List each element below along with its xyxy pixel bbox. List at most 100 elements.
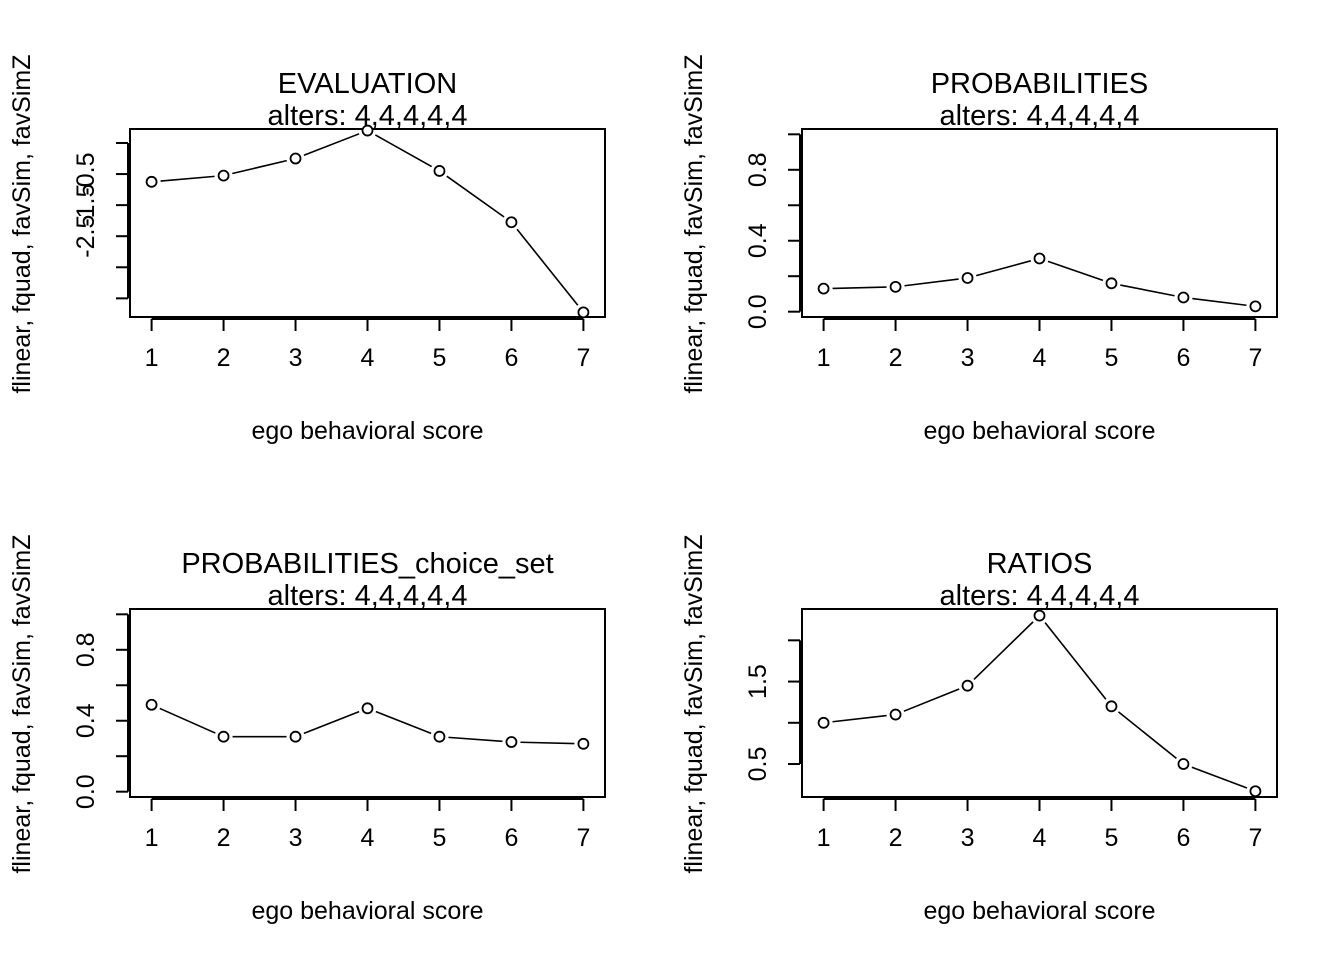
x-tick-label: 6 bbox=[504, 344, 518, 372]
data-point bbox=[817, 282, 830, 295]
data-point bbox=[361, 124, 374, 137]
data-point bbox=[889, 708, 902, 721]
plot-frame bbox=[801, 128, 1278, 318]
y-tick-label: 0.8 bbox=[72, 632, 100, 667]
data-point bbox=[289, 152, 302, 165]
series-segment bbox=[1044, 622, 1107, 700]
series-segment bbox=[1192, 297, 1247, 307]
series-segment bbox=[832, 714, 887, 723]
x-tick-label: 4 bbox=[1033, 344, 1047, 372]
chart-title: PROBABILITIES bbox=[931, 68, 1149, 100]
y-axis-label: flinear, fquad, favSim, favSimZ bbox=[8, 534, 36, 873]
data-point bbox=[217, 730, 230, 743]
series-segment bbox=[832, 286, 887, 290]
series-segment bbox=[448, 736, 503, 743]
series-segment bbox=[516, 228, 579, 306]
data-point bbox=[505, 216, 518, 229]
chart-title: EVALUATION bbox=[278, 68, 457, 100]
x-tick-label: 5 bbox=[1105, 824, 1119, 852]
data-point bbox=[433, 165, 446, 177]
data-point bbox=[889, 280, 902, 293]
y-axis-label: flinear, fquad, favSim, favSimZ bbox=[8, 54, 36, 393]
y-tick-label: -1.5 bbox=[72, 184, 100, 227]
data-point bbox=[1177, 758, 1190, 770]
data-point bbox=[145, 175, 158, 188]
data-point bbox=[1105, 700, 1118, 713]
series-segment bbox=[375, 710, 432, 735]
x-tick-label: 3 bbox=[289, 824, 303, 852]
x-tick-label: 6 bbox=[1176, 824, 1190, 852]
y-tick-label: 0.4 bbox=[744, 223, 772, 258]
series-segment bbox=[1191, 766, 1248, 789]
data-point bbox=[433, 730, 446, 743]
series-segment bbox=[520, 741, 575, 745]
chart-subtitle: alters: 4,4,4,4,4 bbox=[940, 100, 1140, 132]
data-point bbox=[1033, 252, 1046, 265]
series-segment bbox=[1047, 260, 1104, 282]
series-segment bbox=[374, 134, 433, 168]
data-point bbox=[1249, 300, 1262, 313]
x-tick-label: 5 bbox=[1105, 344, 1119, 372]
series-segment bbox=[303, 133, 360, 157]
y-tick-label: 0.5 bbox=[744, 747, 772, 782]
series-segment bbox=[903, 688, 960, 712]
series-segment bbox=[160, 175, 215, 182]
data-point bbox=[1249, 785, 1262, 798]
x-axis-label: ego behavioral score bbox=[251, 897, 483, 925]
data-point bbox=[1105, 277, 1118, 290]
y-tick-label: 0.4 bbox=[72, 703, 100, 738]
chart-title: PROBABILITIES_choice_set bbox=[181, 548, 553, 580]
chart-title: RATIOS bbox=[987, 548, 1093, 580]
x-tick-label: 2 bbox=[217, 824, 231, 852]
x-tick-label: 3 bbox=[289, 344, 303, 372]
x-tick-label: 2 bbox=[889, 344, 903, 372]
x-tick-label: 7 bbox=[576, 824, 590, 852]
plot-frame bbox=[801, 608, 1278, 798]
x-tick-label: 6 bbox=[504, 824, 518, 852]
x-tick-label: 7 bbox=[1248, 344, 1262, 372]
x-axis-label: ego behavioral score bbox=[251, 417, 483, 445]
series-segment bbox=[303, 710, 360, 735]
x-tick-label: 2 bbox=[889, 824, 903, 852]
data-point bbox=[961, 272, 974, 284]
y-axis-label: flinear, fquad, favSim, favSimZ bbox=[680, 534, 708, 873]
x-tick-label: 5 bbox=[433, 824, 447, 852]
series-segment bbox=[159, 707, 216, 734]
x-tick-label: 3 bbox=[961, 344, 975, 372]
data-point bbox=[817, 716, 830, 729]
data-point bbox=[145, 698, 158, 711]
x-tick-label: 3 bbox=[961, 824, 975, 852]
series-segment bbox=[976, 260, 1032, 277]
x-axis-label: ego behavioral score bbox=[923, 897, 1155, 925]
x-tick-label: 4 bbox=[1033, 824, 1047, 852]
y-tick-label: -2.5 bbox=[72, 215, 100, 258]
data-point bbox=[361, 702, 374, 715]
series-segment bbox=[973, 621, 1034, 680]
data-point bbox=[505, 736, 518, 748]
x-tick-label: 1 bbox=[145, 824, 159, 852]
plot-frame bbox=[129, 608, 606, 798]
chart-subtitle: alters: 4,4,4,4,4 bbox=[268, 580, 468, 612]
data-point bbox=[577, 737, 590, 750]
x-tick-label: 7 bbox=[1248, 824, 1262, 852]
data-point bbox=[1033, 609, 1046, 622]
data-point bbox=[961, 679, 974, 692]
x-tick-label: 4 bbox=[361, 344, 375, 372]
x-tick-label: 1 bbox=[145, 344, 159, 372]
x-tick-label: 4 bbox=[361, 824, 375, 852]
x-tick-label: 1 bbox=[817, 344, 831, 372]
series-segment bbox=[1120, 284, 1175, 297]
x-tick-label: 6 bbox=[1176, 344, 1190, 372]
data-point bbox=[1177, 291, 1190, 304]
x-axis-label: ego behavioral score bbox=[923, 417, 1155, 445]
x-tick-label: 5 bbox=[433, 344, 447, 372]
series-segment bbox=[1117, 711, 1177, 760]
y-tick-label: 0.0 bbox=[744, 294, 772, 329]
y-tick-label: 0.0 bbox=[72, 774, 100, 809]
chart-subtitle: alters: 4,4,4,4,4 bbox=[940, 580, 1140, 612]
series-segment bbox=[232, 159, 287, 175]
